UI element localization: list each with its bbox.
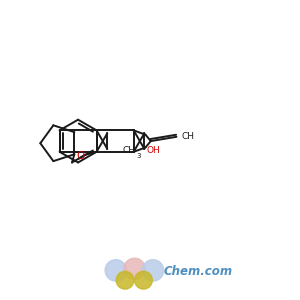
Circle shape	[134, 271, 152, 289]
Text: CH: CH	[122, 146, 135, 155]
Circle shape	[124, 258, 145, 280]
Circle shape	[116, 271, 134, 289]
Text: OH: OH	[146, 146, 160, 155]
Circle shape	[105, 260, 127, 281]
Text: O: O	[76, 152, 85, 161]
Text: CH: CH	[182, 132, 195, 141]
Text: Chem.com: Chem.com	[164, 265, 232, 278]
Circle shape	[142, 260, 164, 281]
Text: 3: 3	[136, 153, 141, 159]
